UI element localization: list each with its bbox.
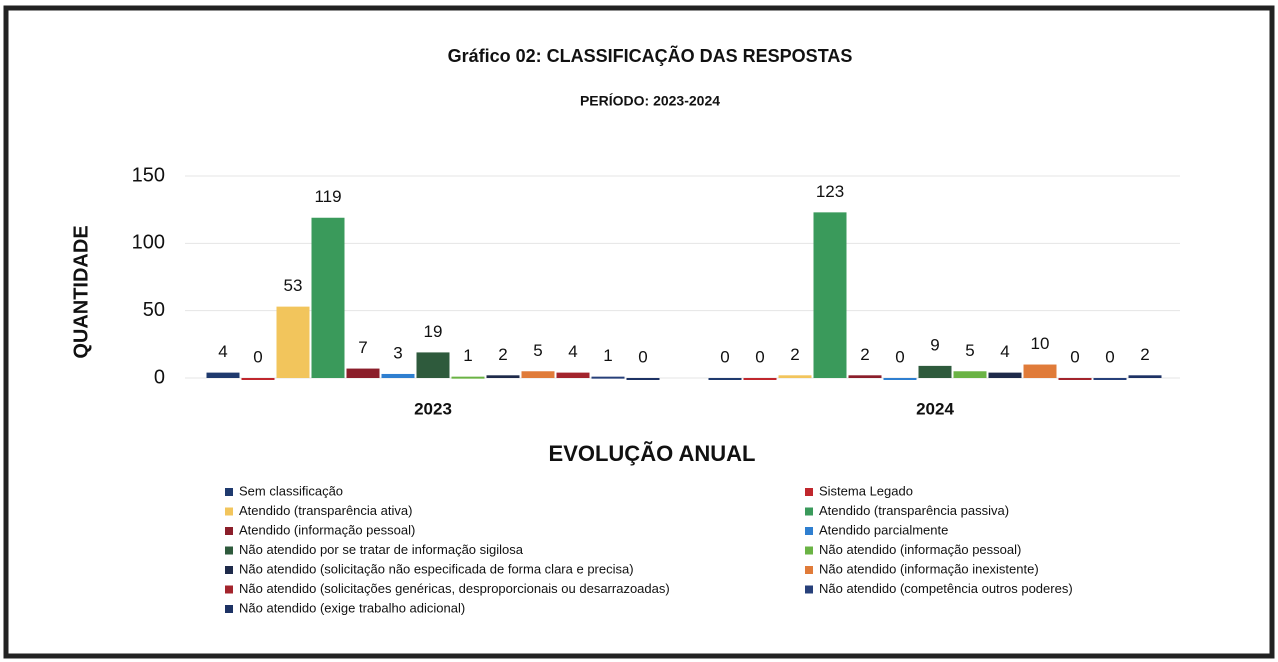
data-label: 9 (930, 335, 939, 354)
legend-label: Sistema Legado (819, 483, 913, 498)
data-label: 5 (533, 341, 542, 360)
legend-label: Não atendido (competência outros poderes… (819, 581, 1073, 596)
legend-swatch (225, 566, 233, 574)
data-label: 0 (895, 347, 904, 366)
bar (778, 375, 812, 378)
legend-label: Atendido (transparência passiva) (819, 503, 1009, 518)
chart-title: Gráfico 02: CLASSIFICAÇÃO DAS RESPOSTAS (448, 45, 853, 66)
legend-label: Atendido parcialmente (819, 522, 948, 537)
x-axis-label: EVOLUÇÃO ANUAL (549, 441, 756, 466)
bar (416, 352, 450, 378)
bar (953, 371, 987, 378)
data-label: 53 (284, 276, 303, 295)
legend-label: Não atendido (informação pessoal) (819, 542, 1021, 557)
legend-swatch (805, 507, 813, 516)
data-label: 1 (463, 346, 472, 365)
chart-subtitle: PERÍODO: 2023-2024 (580, 93, 720, 109)
bar (1023, 364, 1057, 378)
data-label: 2 (860, 345, 869, 364)
data-label: 2 (1140, 345, 1149, 364)
data-label: 7 (358, 338, 367, 357)
bar (743, 378, 777, 380)
bar (918, 365, 952, 378)
legend-swatch (225, 507, 233, 516)
data-label: 2 (790, 345, 799, 364)
bar (206, 372, 240, 378)
legend-label: Não atendido (solicitações genéricas, de… (239, 581, 670, 596)
data-label: 19 (424, 322, 443, 341)
y-tick-label: 100 (132, 232, 165, 254)
data-label: 2 (498, 345, 507, 364)
legend-label: Não atendido (exige trabalho adicional) (239, 600, 465, 615)
bar (276, 306, 310, 378)
bar (1128, 375, 1162, 378)
y-tick-label: 150 (132, 164, 165, 186)
x-tick-label: 2024 (916, 399, 954, 418)
bar (1093, 378, 1127, 380)
legend-swatch (225, 585, 233, 594)
legend-swatch (805, 527, 813, 535)
bar (626, 378, 660, 380)
data-label: 4 (568, 342, 577, 361)
legend-label: Não atendido (solicitação não especifica… (239, 561, 634, 576)
data-label: 0 (720, 347, 729, 366)
data-label: 10 (1031, 334, 1050, 353)
bar (451, 376, 485, 379)
legend-swatch (805, 488, 813, 496)
x-tick-label: 2023 (414, 399, 452, 418)
bar (346, 368, 380, 378)
data-label: 119 (314, 187, 341, 206)
data-label: 0 (1070, 347, 1079, 366)
bar (848, 375, 882, 378)
bar (1058, 378, 1092, 380)
legend-swatch (805, 585, 813, 594)
data-label: 0 (253, 347, 262, 366)
legend-swatch (225, 527, 233, 535)
y-axis-label: QUANTIDADE (70, 225, 92, 358)
data-label: 0 (755, 347, 764, 366)
data-label: 4 (218, 342, 227, 361)
y-tick-label: 0 (154, 366, 165, 388)
bar (591, 376, 625, 379)
data-label: 0 (638, 347, 647, 366)
data-label: 123 (816, 182, 844, 201)
y-tick-label: 50 (143, 299, 165, 321)
bar (381, 373, 415, 378)
legend-swatch (805, 566, 813, 574)
bar (988, 372, 1022, 378)
data-label: 0 (1105, 347, 1114, 366)
legend-swatch (225, 605, 233, 613)
bar (311, 217, 345, 378)
legend-label: Atendido (transparência ativa) (239, 503, 412, 518)
bar (708, 378, 742, 380)
bar (883, 378, 917, 380)
bar (521, 371, 555, 378)
data-label: 5 (965, 341, 974, 360)
bar (486, 375, 520, 378)
bar (556, 372, 590, 378)
frame (3, 5, 1275, 659)
legend-label: Não atendido por se tratar de informação… (239, 542, 524, 557)
legend-swatch (805, 546, 813, 555)
data-label: 1 (603, 346, 612, 365)
legend-swatch (225, 488, 233, 496)
legend-swatch (225, 546, 233, 555)
legend-label: Atendido (informação pessoal) (239, 522, 415, 537)
data-label: 3 (393, 343, 402, 362)
legend-label: Sem classificação (239, 483, 343, 498)
bar (241, 378, 275, 380)
bar (813, 212, 847, 378)
data-label: 4 (1000, 342, 1009, 361)
legend-label: Não atendido (informação inexistente) (819, 561, 1039, 576)
